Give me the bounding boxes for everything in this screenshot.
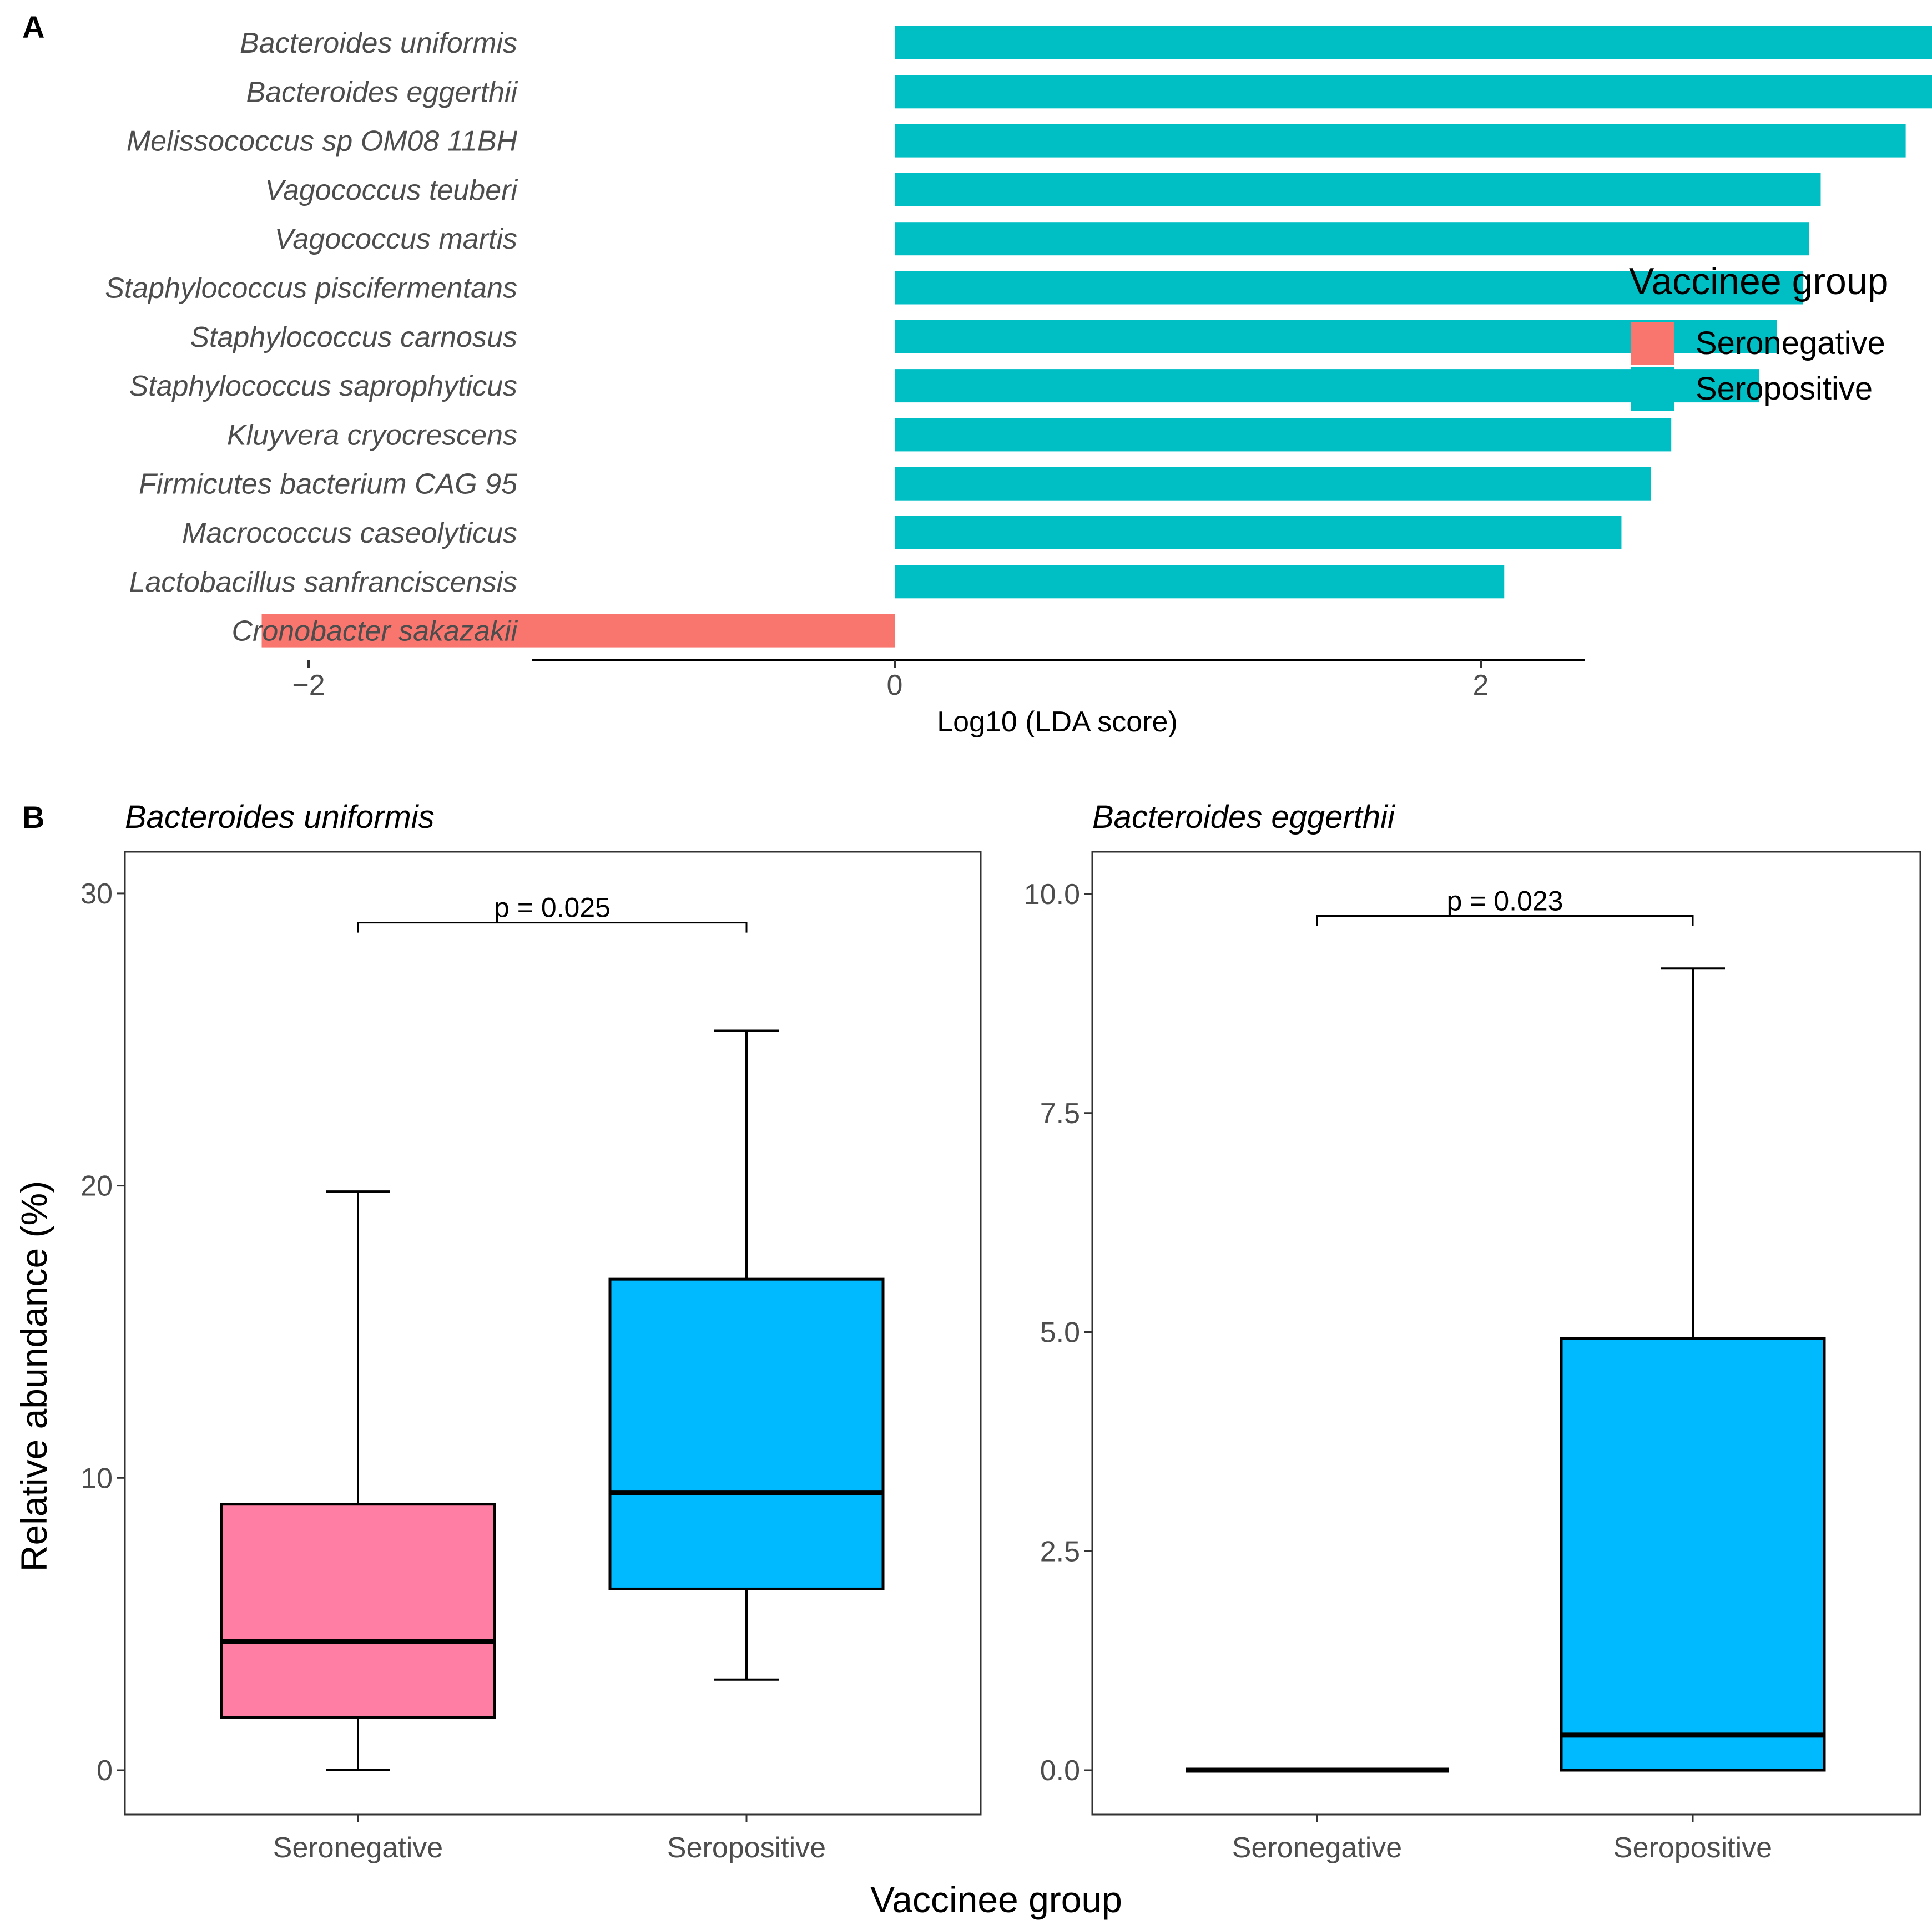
plot-frame bbox=[124, 851, 982, 1816]
legend-title: Vaccinee group bbox=[1629, 260, 1889, 302]
facet-title-uniformis: Bacteroides uniformis bbox=[125, 799, 435, 835]
box-seropositive bbox=[1560, 1337, 1826, 1772]
bar-lactobacillus-sanfranciscensis bbox=[895, 565, 1505, 599]
species-label-kluyvera-cryocrescens: Kluyvera cryocrescens bbox=[227, 419, 517, 451]
bar-macrococcus-caseolyticus bbox=[895, 516, 1622, 549]
y-tick-label: 30 bbox=[80, 878, 113, 910]
significance-bracket bbox=[1316, 914, 1694, 926]
x-tick-label-seronegative: Seronegative bbox=[1232, 1832, 1402, 1864]
bar-staphylococcus-saprophyticus bbox=[895, 369, 1759, 403]
box-seropositive bbox=[608, 1277, 885, 1590]
relative-abundance-axis-title: Relative abundance (%) bbox=[13, 1181, 54, 1572]
x-tick-label-seronegative: Seronegative bbox=[273, 1832, 443, 1864]
lda-x-axis: −2024 bbox=[292, 659, 1585, 701]
y-tick-label: 10 bbox=[80, 1462, 113, 1494]
species-label-macrococcus-caseolyticus: Macrococcus caseolyticus bbox=[182, 517, 517, 549]
bar-vagococcus-martis bbox=[895, 222, 1809, 256]
lda-bars bbox=[261, 26, 1932, 648]
box-seronegative bbox=[220, 1503, 496, 1719]
lda-tick-label: −2 bbox=[292, 669, 325, 701]
y-tick-label: 7.5 bbox=[1040, 1098, 1080, 1130]
y-tick-label: 10.0 bbox=[1024, 878, 1080, 911]
bar-bacteroides-uniformis bbox=[895, 26, 1932, 59]
species-label-bacteroides-uniformis: Bacteroides uniformis bbox=[240, 27, 517, 59]
species-label-staphylococcus-saprophyticus: Staphylococcus saprophyticus bbox=[129, 370, 518, 402]
bar-melissococcus-sp-om08-11bh bbox=[895, 124, 1906, 158]
y-tick-label: 5.0 bbox=[1040, 1317, 1080, 1349]
species-label-staphylococcus-carnosus: Staphylococcus carnosus bbox=[190, 321, 517, 353]
lda-x-axis-title: Log10 (LDA score) bbox=[937, 706, 1178, 738]
species-label-bacteroides-eggerthii: Bacteroides eggerthii bbox=[246, 76, 518, 108]
y-tick-label: 20 bbox=[80, 1170, 113, 1203]
bar-kluyvera-cryocrescens bbox=[895, 418, 1672, 452]
boxplot-uniformis: 0 10 20 30 Seronegative Seropositive p = 0.025 bbox=[80, 851, 982, 1864]
legend-label-seronegative: Seronegative bbox=[1696, 325, 1885, 361]
species-label-lactobacillus-sanfranciscensis: Lactobacillus sanfranciscensis bbox=[129, 566, 517, 598]
legend: Vaccinee group Seronegative Seropositive bbox=[1629, 260, 1889, 411]
boxplot-eggerthii: 0.0 2.5 5.0 7.5 10.0 Seronegative Seropositive… bbox=[1024, 851, 1921, 1864]
lda-bar-chart: Bacteroides uniformis Bacteroides eggerth… bbox=[105, 26, 1932, 738]
x-tick-label-seropositive: Seropositive bbox=[1613, 1832, 1772, 1864]
legend-label-seropositive: Seropositive bbox=[1696, 371, 1873, 407]
species-labels: Bacteroides uniformis Bacteroides eggerth… bbox=[105, 27, 518, 648]
vaccinee-group-axis-title: Vaccinee group bbox=[870, 1879, 1122, 1920]
significance-bracket bbox=[357, 922, 748, 933]
p-value-label: p = 0.025 bbox=[494, 892, 611, 923]
plot-frame bbox=[1091, 851, 1921, 1816]
y-tick-label: 2.5 bbox=[1040, 1535, 1080, 1568]
species-label-staphylococcus-piscifermentans: Staphylococcus piscifermentans bbox=[105, 272, 517, 305]
p-value-label: p = 0.023 bbox=[1447, 885, 1563, 916]
species-label-firmicutes-bacterium-cag-95: Firmicutes bacterium CAG 95 bbox=[139, 468, 518, 501]
panel-a-tag: A bbox=[22, 9, 44, 44]
species-label-vagococcus-teuberi: Vagococcus teuberi bbox=[265, 174, 518, 206]
bar-staphylococcus-carnosus bbox=[895, 320, 1777, 353]
y-tick-label: 0 bbox=[97, 1755, 113, 1787]
y-tick-label: 0.0 bbox=[1040, 1755, 1080, 1787]
bar-vagococcus-teuberi bbox=[895, 173, 1821, 206]
species-label-vagococcus-martis: Vagococcus martis bbox=[275, 223, 517, 255]
legend-key-seropositive bbox=[1631, 367, 1674, 411]
facet-title-eggerthii: Bacteroides eggerthii bbox=[1092, 799, 1396, 835]
bar-cronobacter-sakazakii bbox=[261, 614, 895, 648]
bar-firmicutes-bacterium-cag-95 bbox=[895, 467, 1651, 501]
bar-staphylococcus-piscifermentans bbox=[895, 271, 1803, 305]
legend-key-seronegative bbox=[1631, 322, 1674, 365]
lda-tick-label: 0 bbox=[887, 669, 903, 701]
x-tick-label-seropositive: Seropositive bbox=[667, 1832, 826, 1864]
lda-tick-label: 2 bbox=[1473, 669, 1489, 701]
species-label-cronobacter-sakazakii: Cronobacter sakazakii bbox=[232, 615, 518, 648]
panel-b-tag: B bbox=[22, 800, 44, 835]
species-label-melissococcus-sp-om08-11bh: Melissococcus sp OM08 11BH bbox=[127, 125, 518, 158]
bar-bacteroides-eggerthii bbox=[895, 75, 1932, 109]
